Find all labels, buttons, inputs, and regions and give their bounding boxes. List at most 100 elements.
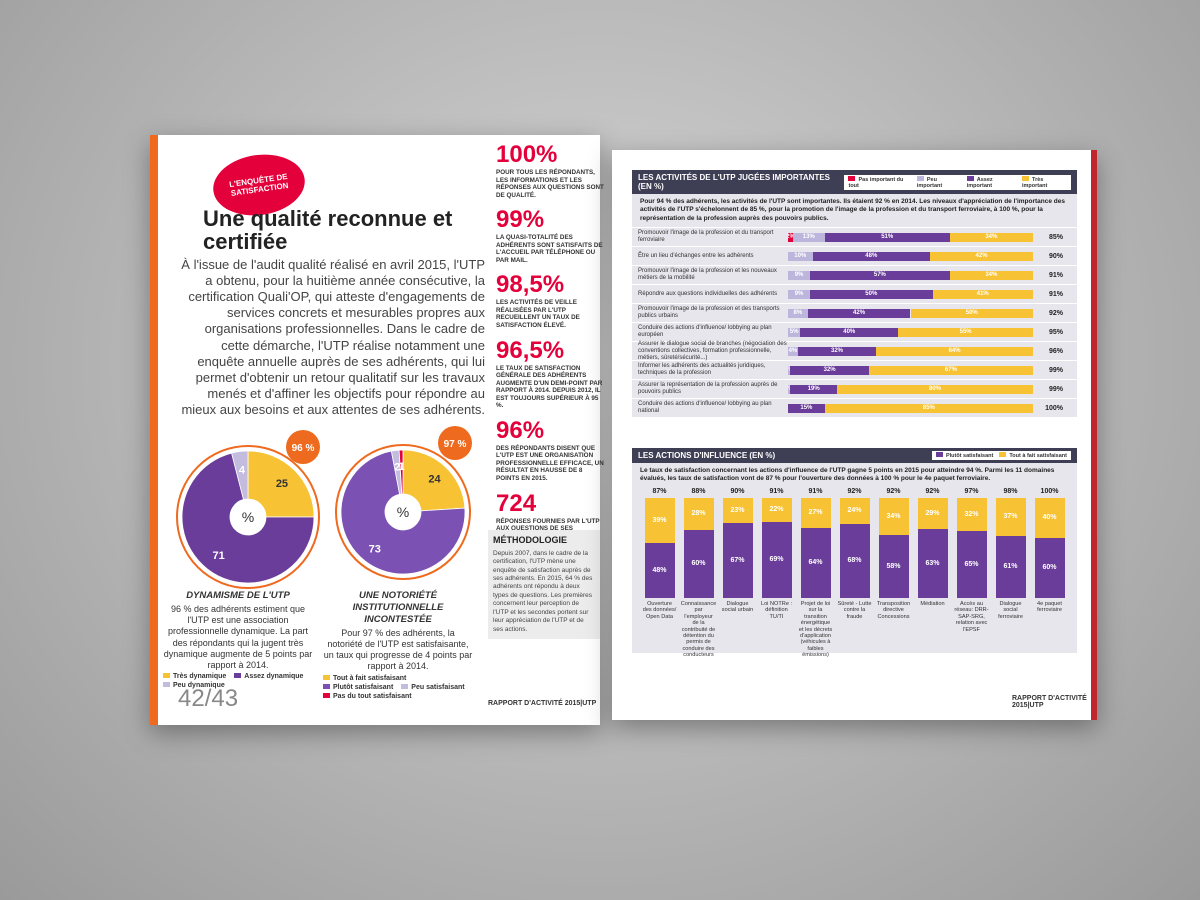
segment-label: 48% bbox=[652, 566, 667, 574]
category-label: Ouverture des données/ Open Data bbox=[642, 600, 677, 620]
column-stack: 58% 34% bbox=[878, 497, 909, 598]
segment-label: 2% bbox=[788, 234, 793, 240]
category-label: Dialogue social ferroviaire bbox=[998, 600, 1023, 620]
legend-swatch bbox=[163, 673, 170, 678]
legend-swatch bbox=[323, 693, 330, 698]
legend-swatch bbox=[935, 452, 943, 457]
bar-row: Être un lieu d'échanges entre les adhére… bbox=[632, 246, 1077, 265]
bar-segment: 67% bbox=[868, 365, 1033, 375]
segment-label: 23% bbox=[730, 507, 745, 515]
segment-label: 37% bbox=[1003, 513, 1018, 521]
stat-value: 96,5% bbox=[496, 336, 565, 364]
column-total: 92% bbox=[847, 487, 862, 495]
bar-segment: 41% bbox=[932, 289, 1033, 299]
category-label: Transposition directive Concessions bbox=[876, 600, 911, 620]
segment-label: 34% bbox=[985, 272, 998, 279]
segment-label: 27% bbox=[808, 509, 823, 517]
donut-badge bbox=[286, 430, 320, 464]
column-stack: 68% 24% bbox=[839, 497, 870, 598]
row-total: 90% bbox=[1048, 252, 1063, 260]
donut-badge bbox=[438, 426, 472, 460]
bar-segment: 48% bbox=[812, 251, 931, 261]
legend-label: Peu satisfaisant bbox=[411, 684, 465, 691]
legend: Plutôt satisfaisant Tout à fait satisfais… bbox=[931, 451, 1071, 460]
left-page: L'ENQUÊTE DE SATISFACTION Une qualité re… bbox=[150, 135, 604, 725]
legend: Très dynamique Assez dynamique Peu dynamiq… bbox=[163, 673, 323, 689]
segment-label: 1% bbox=[788, 386, 790, 392]
legend-item: Tout à fait satisfaisant bbox=[999, 452, 1067, 459]
bar-segment: 64% bbox=[876, 346, 1033, 356]
segment-label: 19% bbox=[807, 386, 820, 393]
category-label: Projet de loi sur la transition énergéti… bbox=[798, 600, 833, 659]
column-segment: 58% bbox=[878, 534, 909, 598]
legend-label: Plutôt satisfaisant bbox=[945, 453, 994, 459]
bar-segment: 42% bbox=[807, 308, 911, 318]
footer: RAPPORT D'ACTIVITÉ 2015|UTP bbox=[1012, 695, 1087, 709]
category-label: Accès au réseau: DRR-SAP-SRG, relation a… bbox=[954, 600, 989, 633]
segment-label: 60% bbox=[691, 560, 706, 568]
page-title: Une qualité reconnue et certifiée bbox=[203, 206, 453, 255]
row-total: 91% bbox=[1048, 290, 1063, 298]
segment-label: 15% bbox=[800, 405, 813, 412]
row-total: 100% bbox=[1045, 404, 1063, 412]
legend-swatch bbox=[323, 675, 330, 680]
segment-label: 5% bbox=[789, 329, 799, 336]
bar-segment: 8% bbox=[788, 308, 808, 318]
bar-track: 10% 48% 42% bbox=[788, 251, 1033, 261]
slice-label: 24 bbox=[428, 473, 441, 485]
chart-title: LES ACTIONS D'INFLUENCE (EN %) bbox=[638, 451, 776, 460]
chart-intro: Pour 94 % des adhérents, les activités d… bbox=[640, 198, 1065, 222]
stat-text: DES RÉPONDANTS DISENT QUE L'UTP EST UNE … bbox=[496, 444, 604, 483]
legend-item: Pas important du tout bbox=[848, 175, 910, 189]
column-segment: 34% bbox=[878, 497, 909, 535]
stat-text: LA QUASI-TOTALITÉ DES ADHÉRENTS SONT SAT… bbox=[496, 234, 603, 264]
segment-label: 28% bbox=[691, 510, 706, 518]
legend-item: Peu satisfaisant bbox=[401, 684, 465, 691]
legend-swatch bbox=[999, 452, 1007, 457]
column: 97% 65% 32% Accès au réseau: DRR-SAP-SRG, r… bbox=[954, 488, 989, 653]
bar-segment: 32% bbox=[797, 346, 877, 356]
category-label: 4e paquet ferroviaire bbox=[1037, 600, 1062, 614]
legend-item: Assez important bbox=[966, 175, 1016, 189]
legend-swatch bbox=[966, 175, 974, 181]
donut-center: % bbox=[242, 509, 254, 525]
segment-label: 58% bbox=[886, 562, 901, 570]
segment-label: 34% bbox=[985, 234, 998, 241]
segment-label: 85% bbox=[922, 405, 935, 412]
column: 90% 67% 23% Dialogue social urbain bbox=[720, 488, 755, 653]
legend-label: Plutôt satisfaisant bbox=[333, 684, 394, 691]
bar-segment: 34% bbox=[949, 232, 1033, 242]
category-label: Informer les adhérents des actualités ju… bbox=[638, 363, 766, 377]
column-segment: 67% bbox=[722, 523, 753, 598]
column: 87% 48% 39% Ouverture des données/ Open Dat… bbox=[642, 488, 677, 653]
bar-track: 8% 42% 50% bbox=[788, 308, 1033, 318]
segment-label: 24% bbox=[847, 507, 862, 515]
footer: RAPPORT D'ACTIVITÉ 2015|UTP bbox=[488, 700, 597, 707]
segment-label: 1% bbox=[788, 367, 790, 373]
column: 92% 68% 24% Sûreté - Lutte contre la fraude bbox=[837, 488, 872, 653]
bar-segment: 40% bbox=[800, 327, 899, 337]
column-segment: 63% bbox=[917, 529, 948, 598]
row-total: 99% bbox=[1048, 385, 1063, 393]
column-stack: 69% 22% bbox=[761, 497, 792, 598]
segment-label: 22% bbox=[769, 506, 784, 514]
bar-segment: 5% bbox=[788, 327, 801, 337]
donut-title: UNE NOTORIÉTÉ INSTITUTIONNELLE INCONTEST… bbox=[352, 590, 444, 625]
legend-swatch bbox=[163, 682, 170, 687]
column-segment: 40% bbox=[1034, 497, 1065, 538]
bar-track: 2% 13% 51% 34% bbox=[788, 232, 1033, 242]
column-segment: 27% bbox=[800, 497, 831, 528]
donut-caption: DYNAMISME DE L'UTP 96 % des adhérents est… bbox=[163, 590, 313, 671]
column-segment: 61% bbox=[995, 535, 1026, 598]
column-segment: 23% bbox=[722, 497, 753, 524]
column-stack: 48% 39% bbox=[644, 497, 675, 598]
column: 92% 58% 34% Transposition directive Concess… bbox=[876, 488, 911, 653]
column-stack: 63% 29% bbox=[917, 497, 948, 598]
column-segment: 22% bbox=[761, 497, 792, 523]
badge-label: 96 % bbox=[292, 443, 315, 454]
donut-charts: 25 71 4% 96 % 24 73 21% 97 % bbox=[176, 426, 472, 589]
column-stack: 60% 40% bbox=[1034, 497, 1065, 598]
legend-label: Peu important bbox=[916, 176, 943, 189]
legend-label: Pas du tout satisfaisant bbox=[333, 693, 412, 700]
legend-label: Tout à fait satisfaisant bbox=[333, 675, 407, 682]
